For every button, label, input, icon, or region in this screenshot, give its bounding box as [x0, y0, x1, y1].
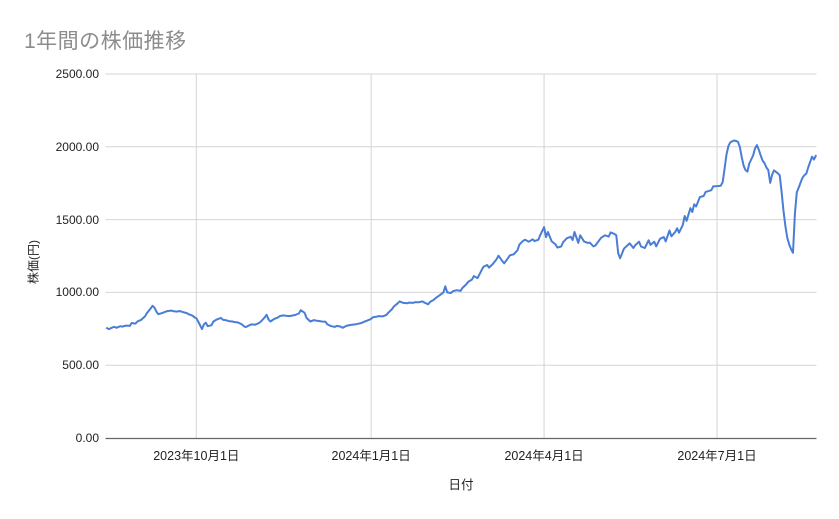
y-axis-title: 株価(円): [26, 240, 41, 284]
x-tick-label: 2024年4月1日: [504, 449, 584, 463]
y-tick-label: 2500.00: [55, 67, 99, 81]
x-tick-label: 2023年10月1日: [153, 449, 240, 463]
x-tick-label: 2024年1月1日: [331, 449, 411, 463]
y-tick-label: 0.00: [75, 431, 99, 445]
y-tick-label: 1500.00: [55, 212, 99, 227]
x-tick-label: 2024年7月1日: [677, 449, 757, 463]
y-tick-label: 1000.00: [55, 285, 99, 300]
x-axis-title: 日付: [448, 478, 474, 492]
stock-price-line: [106, 139, 817, 331]
y-tick-label: 500.00: [62, 358, 99, 373]
y-tick-label: 2000.00: [55, 139, 99, 154]
chart-title: 1年間の株価推移: [24, 30, 187, 53]
